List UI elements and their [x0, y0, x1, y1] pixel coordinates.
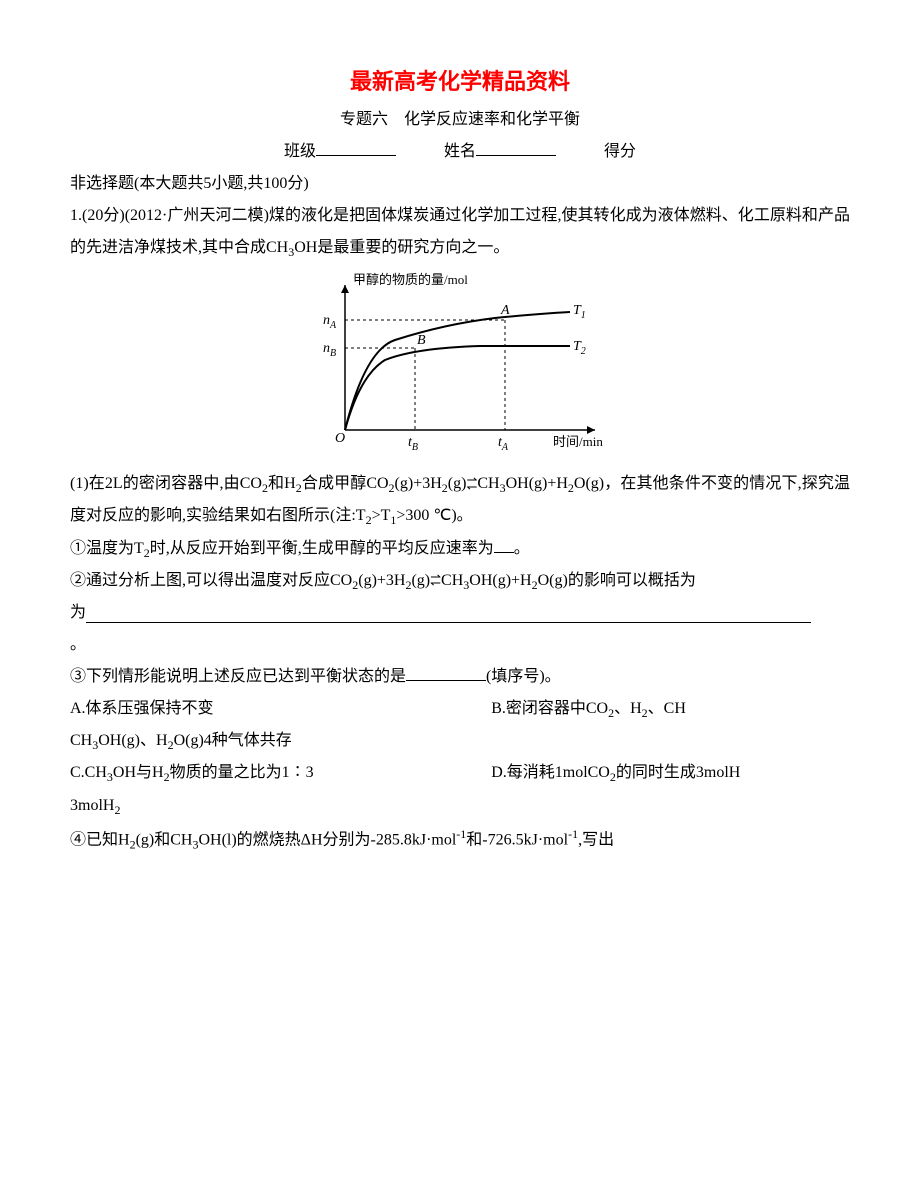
chart-nB: nB	[323, 341, 336, 359]
t: OH(l)的燃烧热ΔH分别为-285.8kJ·mol	[198, 831, 456, 848]
q1-sub3: ③下列情形能说明上述反应已达到平衡状态的是 (填序号)。	[70, 661, 850, 693]
option-a: A.体系压强保持不变	[70, 693, 491, 725]
t: ④已知H	[70, 831, 130, 848]
t: 的同时生成3molH	[616, 764, 740, 781]
chart-nA: nA	[323, 313, 337, 331]
t: O(g)的影响可以概括为	[538, 572, 696, 589]
t: OH(g)、H	[98, 732, 167, 749]
t: (g)+3H	[358, 572, 405, 589]
option-row-cd: C.CH3OH与H2物质的量之比为1∶3 D.每消耗1molCO2的同时生成3m…	[70, 757, 850, 789]
t: 3molH	[70, 797, 114, 814]
origin-O: O	[335, 431, 345, 446]
t: 、CH	[648, 700, 686, 717]
t: D.每消耗1molCO	[491, 764, 610, 781]
t: ②通过分析上图,可以得出温度对反应CO	[70, 572, 352, 589]
equilibrium-arrows-icon: ⇀↽	[430, 574, 441, 587]
answer-blank-1[interactable]	[494, 536, 514, 553]
option-row-ab: A.体系压强保持不变 B.密闭容器中CO2、H2、CH	[70, 693, 850, 725]
chart-container: 甲醇的物质的量/mol 时间/min O A B T1 T2 nA nB tB …	[70, 270, 850, 462]
sup: -1	[456, 827, 466, 841]
chart-tA: tA	[498, 435, 509, 450]
t: ,写出	[578, 831, 614, 848]
option-b-cont: CH3OH(g)、H2O(g)4种气体共存	[70, 725, 850, 757]
t: CH	[441, 572, 463, 589]
xlabel: 时间/min	[553, 434, 603, 449]
name-blank[interactable]	[476, 139, 556, 156]
answer-blank-3[interactable]	[406, 664, 486, 681]
t: OH(g)+H	[506, 475, 568, 492]
sub: 2	[114, 803, 120, 817]
q1-sub2-blank: 为	[70, 597, 850, 629]
t: C.CH	[70, 764, 107, 781]
class-label: 班级	[284, 143, 316, 160]
option-b: B.密闭容器中CO2、H2、CH	[491, 693, 850, 725]
q1-sub2: ②通过分析上图,可以得出温度对反应CO2(g)+3H2(g)⇀↽CH3OH(g)…	[70, 565, 850, 597]
chart-tB: tB	[408, 435, 418, 450]
chart-T2: T2	[573, 339, 586, 357]
t: (g)	[411, 572, 430, 589]
t: ①温度为T	[70, 540, 144, 557]
t: 和H	[268, 475, 296, 492]
chart-T1: T1	[573, 303, 586, 321]
t: ③下列情形能说明上述反应已达到平衡状态的是	[70, 668, 406, 685]
option-c: C.CH3OH与H2物质的量之比为1∶3	[70, 757, 491, 789]
t: (填序号)。	[486, 668, 561, 685]
q1-lead-b: OH是最重要的研究方向之一。	[294, 239, 509, 256]
t: 合成甲醇CO	[302, 475, 389, 492]
t: >300 ℃)。	[396, 507, 472, 524]
t: O(g)4种气体共存	[174, 732, 292, 749]
t: OH与H	[113, 764, 164, 781]
chart-point-A: A	[500, 303, 510, 318]
methanol-chart: 甲醇的物质的量/mol 时间/min O A B T1 T2 nA nB tB …	[305, 270, 615, 450]
q1-part1: (1)在2L的密闭容器中,由CO2和H2合成甲醇CO2(g)+3H2(g)⇀↽C…	[70, 468, 850, 532]
chart-point-B: B	[417, 333, 426, 348]
t: 。	[514, 540, 530, 557]
name-label: 姓名	[444, 143, 476, 160]
t: (1)在2L的密闭容器中,由CO	[70, 475, 262, 492]
t: 时,从反应开始到平衡,生成甲醇的平均反应速率为	[150, 540, 494, 557]
option-d-cont: 3molH2	[70, 790, 850, 822]
t: B.密闭容器中CO	[491, 700, 608, 717]
t: (g)和CH	[136, 831, 193, 848]
nonchoice-heading: 非选择题(本大题共5小题,共100分)	[70, 168, 850, 200]
score-label: 得分	[604, 143, 636, 160]
t: 、H	[614, 700, 642, 717]
q1-sub2-end: 。	[70, 629, 850, 661]
t: CH	[70, 732, 92, 749]
student-info-line: 班级 姓名 得分	[70, 136, 850, 168]
t: CH	[477, 475, 499, 492]
t: 和-726.5kJ·mol	[466, 831, 568, 848]
t: (g)+3H	[395, 475, 442, 492]
option-d: D.每消耗1molCO2的同时生成3molH	[491, 757, 850, 789]
t: (g)	[448, 475, 467, 492]
class-blank[interactable]	[316, 139, 396, 156]
sup: -1	[568, 827, 578, 841]
equilibrium-arrows-icon: ⇀↽	[466, 477, 477, 490]
answer-blank-2[interactable]	[86, 603, 811, 623]
t: OH(g)+H	[469, 572, 531, 589]
t: 物质的量之比为1∶3	[170, 764, 314, 781]
q1-sub1: ①温度为T2时,从反应开始到平衡,生成甲醇的平均反应速率为。	[70, 533, 850, 565]
q1-stem: 1.(20分)(2012·广州天河二模)煤的液化是把固体煤炭通过化学加工过程,使…	[70, 200, 850, 264]
page-title-red: 最新高考化学精品资料	[70, 60, 850, 104]
ylabel: 甲醇的物质的量/mol	[353, 272, 468, 287]
q1-sub4: ④已知H2(g)和CH3OH(l)的燃烧热ΔH分别为-285.8kJ·mol-1…	[70, 822, 850, 857]
topic-subtitle: 专题六 化学反应速率和化学平衡	[70, 104, 850, 136]
t: >T	[372, 507, 391, 524]
